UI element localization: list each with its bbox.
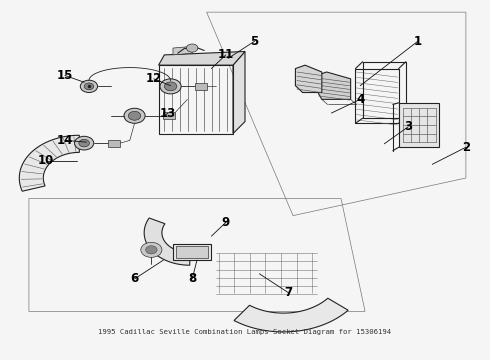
Text: 1995 Cadillac Seville Combination Lamps Socket Diagram for 15306194: 1995 Cadillac Seville Combination Lamps …: [98, 329, 392, 336]
Text: 5: 5: [250, 35, 259, 48]
Polygon shape: [144, 218, 190, 265]
Polygon shape: [295, 65, 322, 93]
Text: 2: 2: [462, 141, 470, 154]
Circle shape: [146, 246, 157, 254]
Circle shape: [124, 108, 145, 123]
Text: 12: 12: [146, 72, 162, 85]
Circle shape: [186, 44, 198, 52]
Text: 4: 4: [356, 93, 365, 106]
Circle shape: [80, 80, 98, 93]
Circle shape: [74, 136, 94, 150]
Text: 14: 14: [57, 134, 73, 147]
Circle shape: [79, 139, 89, 147]
Text: 1: 1: [414, 35, 422, 48]
Text: 7: 7: [284, 286, 292, 299]
Circle shape: [84, 83, 94, 90]
Text: 13: 13: [160, 107, 176, 120]
Polygon shape: [233, 51, 245, 134]
Polygon shape: [195, 83, 207, 90]
Polygon shape: [399, 103, 440, 147]
Text: 10: 10: [38, 154, 54, 167]
Polygon shape: [173, 46, 192, 55]
Polygon shape: [159, 51, 245, 65]
Circle shape: [128, 111, 141, 120]
Polygon shape: [317, 72, 351, 99]
Polygon shape: [163, 112, 175, 119]
Text: 11: 11: [218, 48, 234, 62]
Circle shape: [141, 242, 162, 257]
Text: 6: 6: [130, 273, 139, 285]
Circle shape: [164, 82, 177, 91]
Text: 9: 9: [221, 216, 230, 229]
Polygon shape: [173, 244, 211, 260]
Circle shape: [160, 79, 181, 94]
Text: 15: 15: [57, 69, 73, 82]
Text: 8: 8: [188, 273, 196, 285]
Polygon shape: [176, 246, 208, 258]
Polygon shape: [234, 298, 348, 332]
Text: 3: 3: [404, 120, 412, 133]
Polygon shape: [108, 140, 120, 147]
Polygon shape: [19, 135, 79, 191]
